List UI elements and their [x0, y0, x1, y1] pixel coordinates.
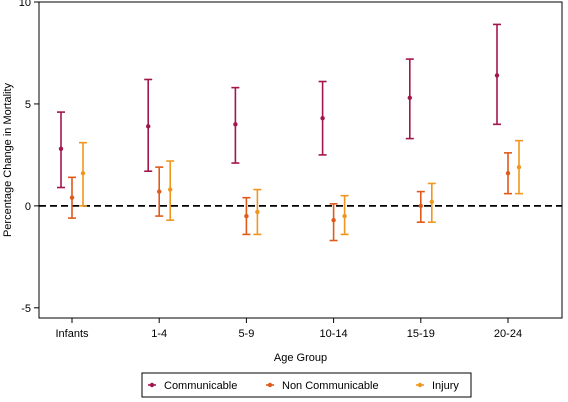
- point-estimate: [157, 189, 162, 194]
- legend-marker-dot: [267, 382, 273, 388]
- legend-label: Injury: [432, 380, 459, 392]
- plot-frame: [38, 1, 563, 319]
- error-bar: [329, 203, 338, 242]
- legend-box: [141, 372, 472, 398]
- error-bar: [68, 176, 76, 219]
- y-axis-title: Percentage Change in Mortality: [2, 82, 14, 237]
- y-tick-label: -5: [21, 303, 31, 315]
- point-estimate: [407, 95, 412, 101]
- legend: Communicable Non Communicable Injury: [141, 372, 472, 398]
- point-estimate: [331, 217, 336, 223]
- point-estimate: [516, 164, 522, 170]
- error-bar: [515, 139, 523, 195]
- error-bar: [504, 152, 512, 195]
- error-bar: [155, 166, 164, 217]
- error-bar: [242, 196, 251, 236]
- point-estimate: [233, 122, 238, 127]
- point-estimate: [80, 171, 86, 176]
- error-bar: [427, 182, 436, 223]
- y-tick-label: 10: [19, 0, 31, 9]
- legend-marker-dot: [149, 382, 155, 388]
- x-tick-label: 15-19: [407, 328, 435, 340]
- error-bar: [318, 80, 327, 156]
- point-estimate: [429, 199, 434, 204]
- error-bar: [144, 78, 153, 173]
- point-estimate: [505, 171, 511, 176]
- point-estimate: [244, 213, 249, 219]
- x-tick-label: 5-9: [238, 328, 254, 340]
- y-tick-label: 5: [25, 99, 31, 111]
- error-bar: [405, 58, 414, 140]
- error-bar: [340, 194, 349, 236]
- axes: -5 0 5 10 Infants 1-4 5-9 10-14 15-19 20-24: [19, 0, 563, 340]
- y-tick-label: 0: [25, 201, 31, 213]
- x-tick-label: 20-24: [494, 328, 522, 340]
- point-estimate: [255, 209, 260, 215]
- error-bar: [416, 190, 425, 223]
- error-bars: [57, 23, 523, 242]
- error-bar: [253, 188, 262, 236]
- x-axis-title: Age Group: [274, 352, 327, 364]
- point-estimate: [494, 73, 500, 78]
- legend-label: Non Communicable: [282, 380, 379, 392]
- point-estimate: [342, 213, 347, 219]
- error-bar: [231, 86, 240, 164]
- x-tick-label: Infants: [55, 328, 89, 340]
- point-estimate: [58, 146, 64, 151]
- point-estimate: [168, 187, 173, 192]
- legend-label: Communicable: [164, 380, 237, 392]
- error-bar: [166, 160, 175, 221]
- legend-marker-dot: [417, 382, 423, 388]
- point-estimate: [69, 195, 75, 200]
- x-tick-label: 10-14: [320, 328, 348, 340]
- error-bar: [493, 23, 501, 126]
- point-estimate: [146, 124, 151, 129]
- point-estimate: [320, 116, 325, 121]
- error-bar: [79, 141, 87, 207]
- error-bar: [57, 111, 65, 189]
- x-tick-label: 1-4: [151, 328, 167, 340]
- point-estimate: [418, 203, 423, 209]
